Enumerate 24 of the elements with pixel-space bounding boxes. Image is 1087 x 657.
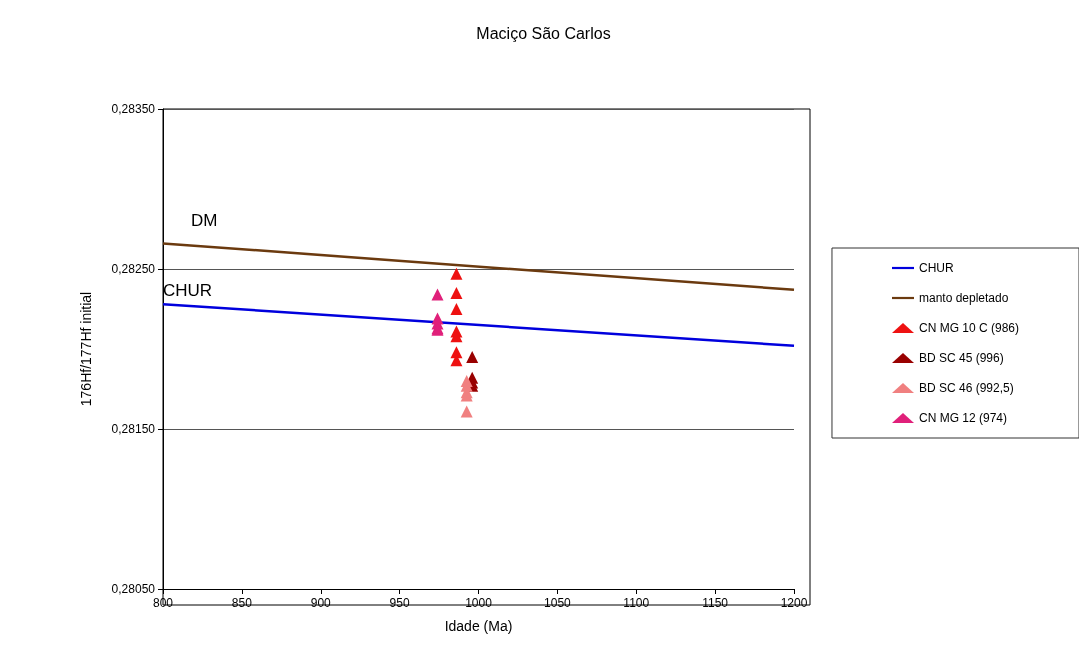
- x-tick-label: 1150: [702, 596, 729, 610]
- legend-label: CN MG 12 (974): [918, 411, 1008, 425]
- annotation: DM: [191, 211, 218, 230]
- annotation: CHUR: [163, 281, 213, 300]
- x-tick-label: 900: [310, 596, 332, 610]
- y-tick-label: 0,28050: [111, 582, 156, 596]
- y-tick-label: 0,28250: [111, 262, 156, 276]
- legend-label: CHUR: [918, 261, 954, 275]
- y-tick-label: 0,28150: [111, 422, 156, 436]
- x-tick-label: 1050: [544, 596, 572, 610]
- x-tick-label: 1100: [623, 596, 650, 610]
- x-axis-title: Idade (Ma): [444, 618, 513, 634]
- legend-label: manto depletado: [918, 291, 1009, 305]
- legend-label: BD SC 46 (992,5): [918, 381, 1014, 395]
- legend-label: CN MG 10 C (986): [918, 321, 1020, 335]
- x-tick-label: 1000: [465, 596, 493, 610]
- chart-title: Maciço São Carlos: [476, 24, 611, 42]
- x-tick-label: 850: [231, 596, 253, 610]
- x-tick-label: 800: [152, 596, 174, 610]
- legend-label: BD SC 45 (996): [918, 351, 1004, 365]
- x-tick-label: 1200: [780, 596, 808, 610]
- y-tick-label: 0,28350: [111, 102, 156, 116]
- x-tick-label: 950: [389, 596, 410, 610]
- y-axis-title: 176Hf/177Hf initial: [78, 291, 94, 407]
